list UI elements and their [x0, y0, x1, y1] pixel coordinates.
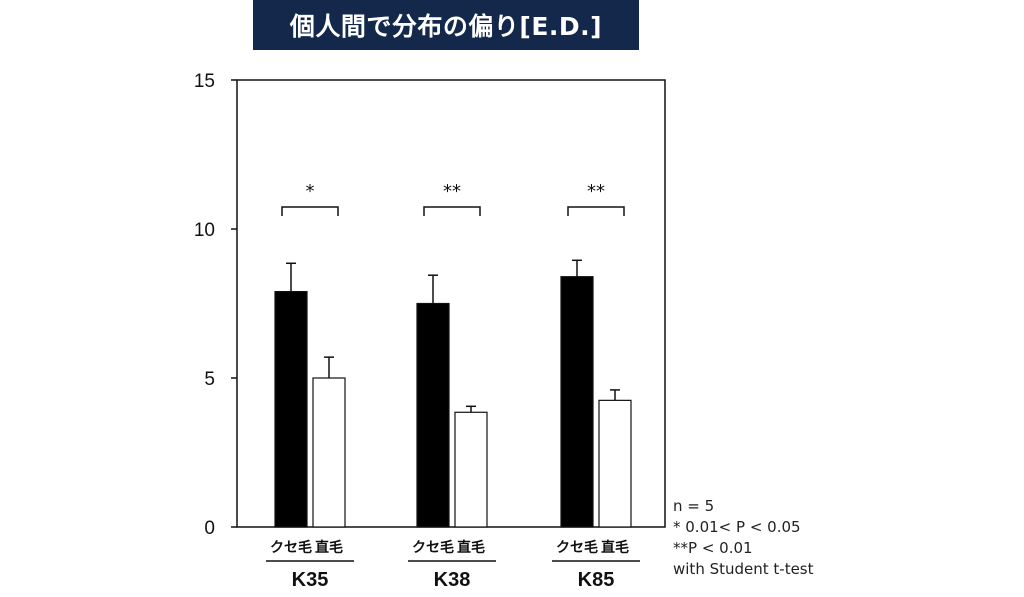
significance-bracket — [281, 206, 339, 216]
bar-category-label: クセ毛 — [556, 539, 598, 556]
significance-bracket — [567, 206, 625, 216]
chart-notes: n = 5 * 0.01< P < 0.05 **P < 0.01 with S… — [673, 496, 814, 580]
bar — [416, 302, 450, 528]
group-label: K38 — [434, 569, 471, 591]
note-p05: * 0.01< P < 0.05 — [673, 518, 801, 536]
significance-label: ** — [443, 181, 461, 202]
bar-category-label: クセ毛 — [270, 539, 312, 556]
bar-category-label: 直毛 — [315, 539, 343, 556]
bar — [274, 290, 308, 528]
bar-category-label: クセ毛 — [412, 539, 454, 556]
significance-label: * — [306, 181, 315, 202]
bar-category-label: 直毛 — [457, 539, 485, 556]
bar — [598, 399, 632, 528]
note-test: with Student t-test — [673, 560, 814, 578]
bar-category-label: 直毛 — [601, 539, 629, 556]
y-tick-label: 5 — [204, 369, 215, 390]
chart-title: 個人間で分布の偏り[E.D.] — [253, 0, 639, 50]
plot-frame — [236, 79, 666, 528]
note-p01: **P < 0.01 — [673, 539, 753, 557]
y-tick-label: 10 — [194, 220, 215, 241]
group-label: K85 — [578, 569, 615, 591]
significance-bracket — [423, 206, 481, 216]
y-tick-label: 15 — [194, 71, 215, 92]
bar — [560, 276, 594, 528]
y-tick-label: 0 — [204, 518, 215, 539]
significance-label: ** — [587, 181, 605, 202]
group-label: K35 — [292, 569, 329, 591]
bar — [454, 411, 488, 528]
note-n: n = 5 — [673, 497, 715, 515]
bar — [312, 377, 346, 528]
